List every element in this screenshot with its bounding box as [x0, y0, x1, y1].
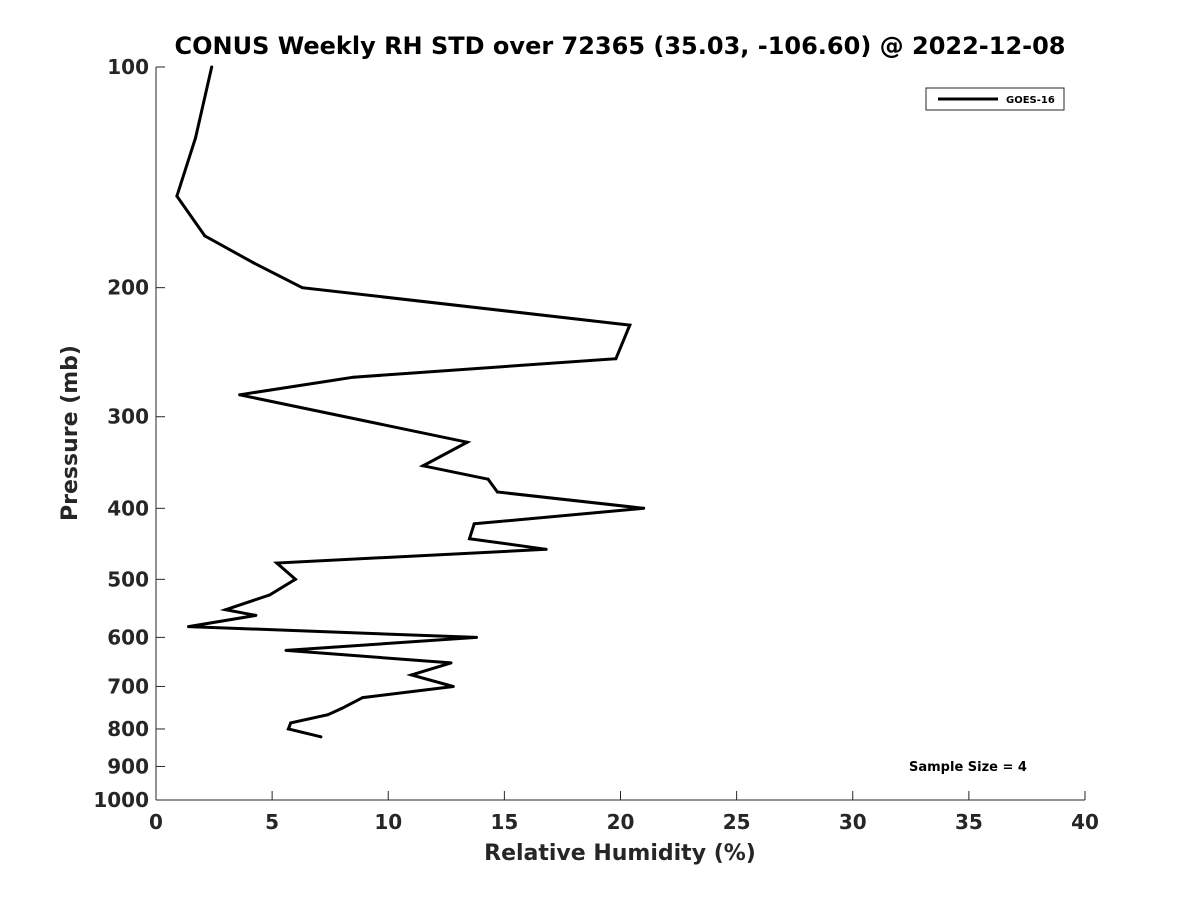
data-point [289, 721, 293, 725]
data-point [449, 661, 453, 665]
data-point [319, 735, 323, 739]
x-tick-label: 35 [955, 810, 983, 834]
data-point [465, 440, 469, 444]
data-point [187, 625, 191, 629]
data-point [193, 136, 197, 140]
y-axis-label: Pressure (mb) [58, 345, 83, 521]
plot-frame [155, 67, 1085, 801]
legend: GOES-16 [925, 87, 1065, 111]
data-point [224, 608, 228, 612]
x-tick-label: 25 [723, 810, 751, 834]
series-line-goes-16 [175, 66, 644, 739]
data-point [351, 375, 355, 379]
x-tick-label: 30 [839, 810, 867, 834]
data-point [486, 477, 490, 481]
data-point [614, 357, 618, 361]
data-point [468, 537, 472, 541]
y-axis: 100 200 300 400 500 600 700 800 900 1000 [93, 55, 165, 812]
x-axis: 0 5 10 15 20 25 30 35 40 [149, 791, 1099, 834]
y-tick-label: 700 [107, 674, 149, 698]
data-point [472, 522, 476, 526]
data-point [326, 713, 330, 717]
data-point [284, 648, 288, 652]
x-tick-label: 40 [1071, 810, 1099, 834]
data-point [628, 323, 632, 327]
x-tick-label: 20 [607, 810, 635, 834]
x-tick-label: 10 [374, 810, 402, 834]
data-point [210, 65, 214, 69]
legend-entry-goes-16: GOES-16 [1006, 95, 1055, 106]
y-tick-label: 400 [107, 496, 149, 520]
y-tick-label: 1000 [93, 788, 149, 812]
x-tick-label: 0 [149, 810, 163, 834]
data-point [544, 547, 548, 551]
data-point [252, 261, 256, 265]
series-layer [175, 65, 646, 739]
data-point [451, 684, 455, 688]
data-point [175, 194, 179, 198]
data-point [203, 234, 207, 238]
sample-size-annotation: Sample Size = 4 [909, 760, 1027, 775]
y-tick-label: 500 [107, 567, 149, 591]
y-tick-label: 100 [107, 55, 149, 79]
data-point [268, 593, 272, 597]
x-tick-label: 5 [265, 810, 279, 834]
y-tick-label: 800 [107, 717, 149, 741]
data-point [286, 727, 290, 731]
data-point [238, 393, 242, 397]
data-point [475, 635, 479, 639]
chart-title: CONUS Weekly RH STD over 72365 (35.03, -… [174, 32, 1065, 60]
x-axis-label: Relative Humidity (%) [484, 841, 756, 866]
y-tick-label: 300 [107, 405, 149, 429]
y-tick-label: 600 [107, 625, 149, 649]
data-point [254, 613, 258, 617]
data-point [300, 286, 304, 290]
data-point [293, 577, 297, 581]
y-tick-label: 200 [107, 276, 149, 300]
y-tick-label: 900 [107, 754, 149, 778]
data-point [495, 490, 499, 494]
data-point [361, 696, 365, 700]
data-point [409, 673, 413, 677]
data-point [340, 706, 344, 710]
data-point [642, 506, 646, 510]
data-point [275, 561, 279, 565]
x-tick-label: 15 [490, 810, 518, 834]
data-point [421, 464, 425, 468]
